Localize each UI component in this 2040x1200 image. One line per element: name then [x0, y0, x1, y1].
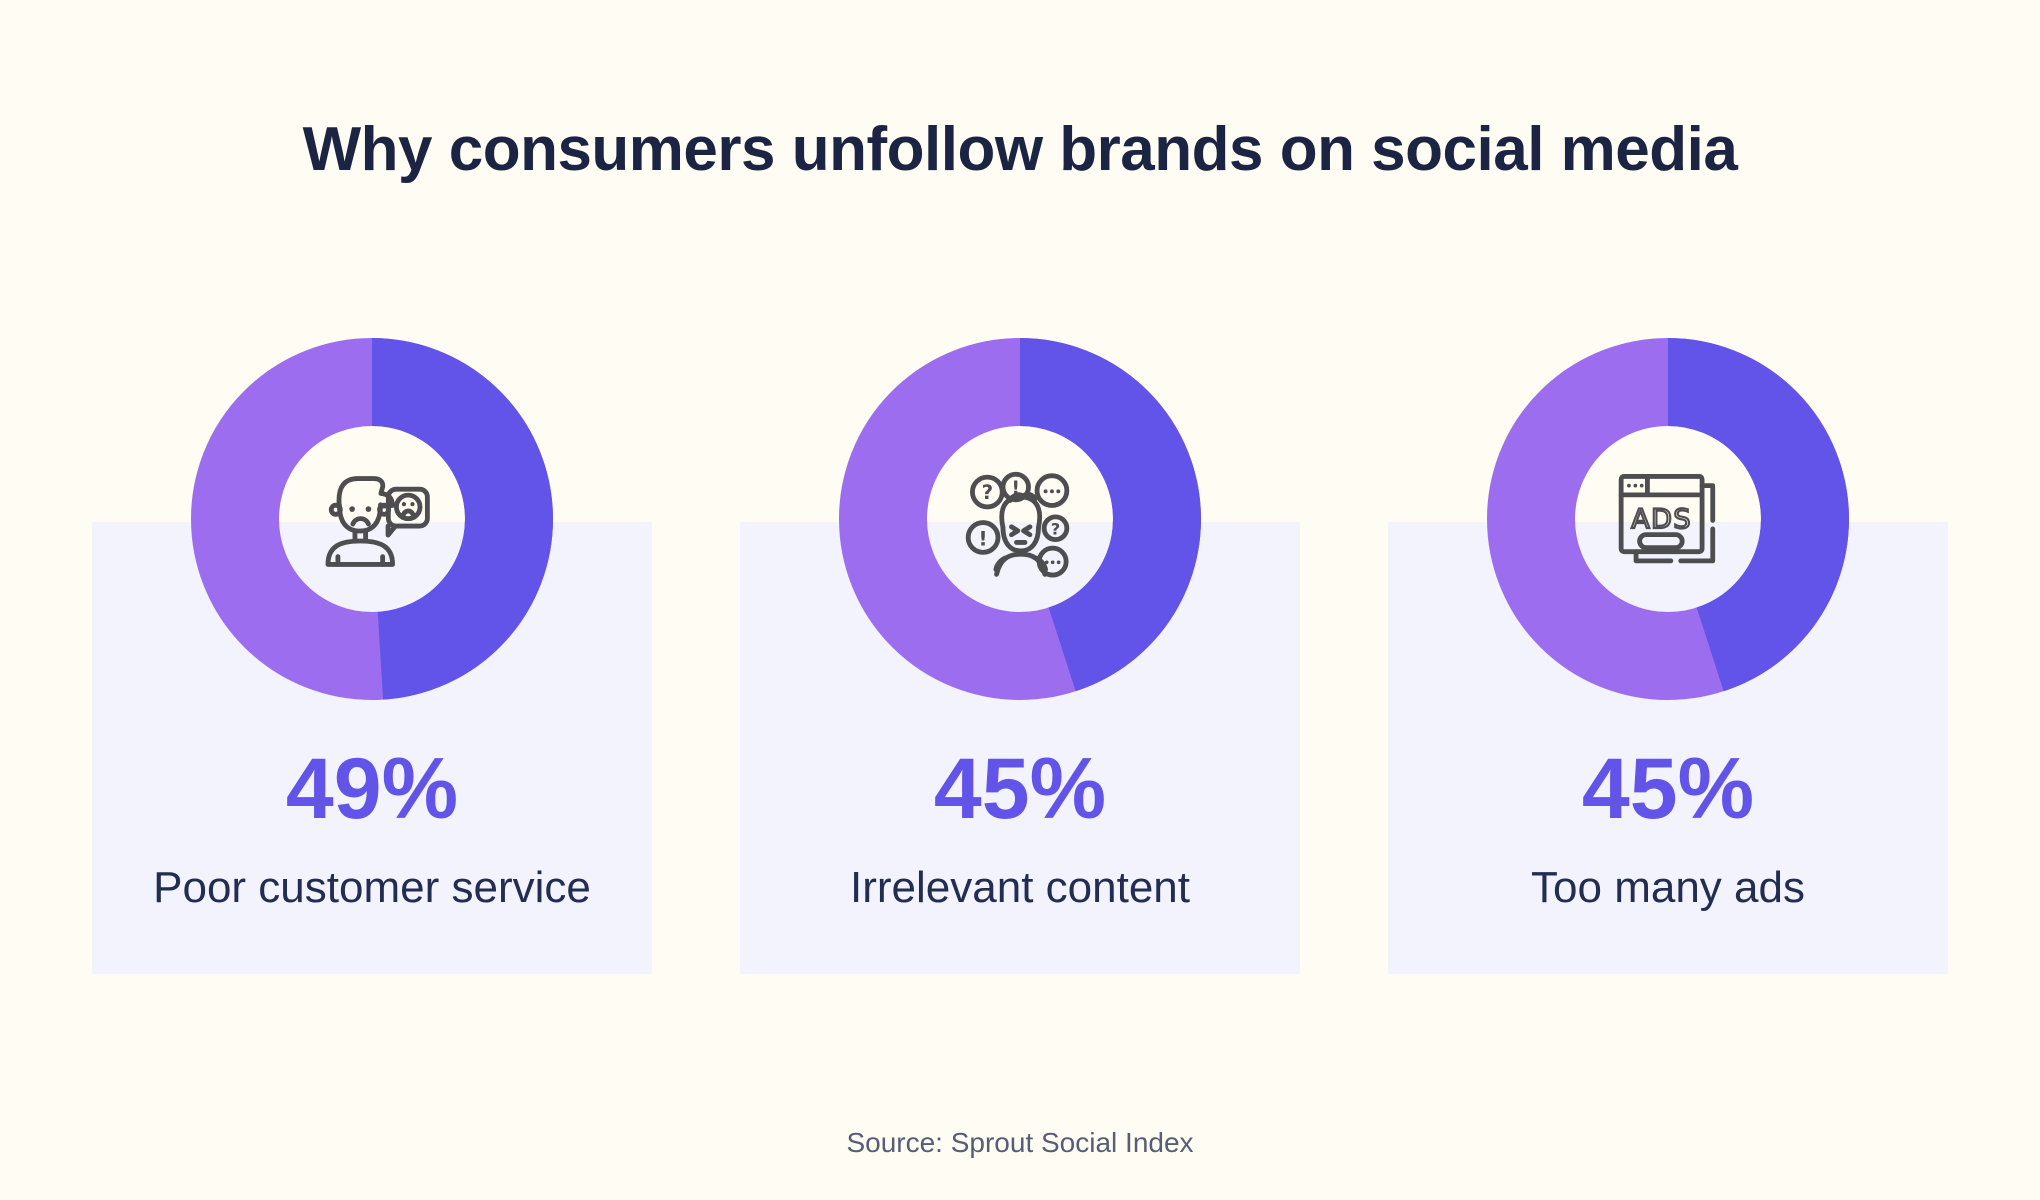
stat-content: ADS 45% Too many ads [1388, 338, 1948, 912]
donut-ring [1487, 338, 1849, 700]
stat-column-irrelevant-content: ? ! ! ? [740, 338, 1300, 974]
donut-ring [191, 338, 553, 700]
stat-label: Irrelevant content [850, 863, 1190, 912]
confused-audience-icon: ? ! ! ? [965, 471, 1070, 578]
stat-column-too-many-ads: ADS 45% Too many ads [1388, 338, 1948, 974]
stat-column-poor-customer-service: 49% Poor customer service [92, 338, 652, 974]
page-title: Why consumers unfollow brands on social … [302, 115, 1738, 184]
source-attribution: Source: Sprout Social Index [846, 1127, 1194, 1158]
svg-text:?: ? [1051, 520, 1060, 539]
svg-text:!: ! [979, 527, 988, 550]
svg-text:?: ? [982, 481, 994, 504]
stat-content: ? ! ! ? [740, 338, 1300, 912]
stat-percent: 45% [1581, 741, 1755, 837]
donut-chart-poor-customer-service [191, 338, 553, 700]
donut-chart-irrelevant-content: ? ! ! ? [839, 338, 1201, 700]
unhappy-customer-icon [325, 476, 430, 567]
stat-percent: 49% [285, 741, 459, 837]
ads-browser-window-icon: ADS [1618, 473, 1716, 564]
svg-text:ADS: ADS [1631, 504, 1692, 535]
stat-content: 49% Poor customer service [92, 338, 652, 912]
stat-panel [740, 522, 1300, 974]
stat-percent: 45% [933, 741, 1107, 837]
svg-text:!: ! [1012, 478, 1020, 499]
stat-panel [92, 522, 652, 974]
stat-label: Too many ads [1531, 863, 1805, 912]
donut-chart-too-many-ads: ADS [1487, 338, 1849, 700]
donut-ring [839, 338, 1201, 700]
stat-panel [1388, 522, 1948, 974]
stats-row: 49% Poor customer service ? ! [0, 338, 2040, 974]
stat-label: Poor customer service [153, 863, 591, 912]
